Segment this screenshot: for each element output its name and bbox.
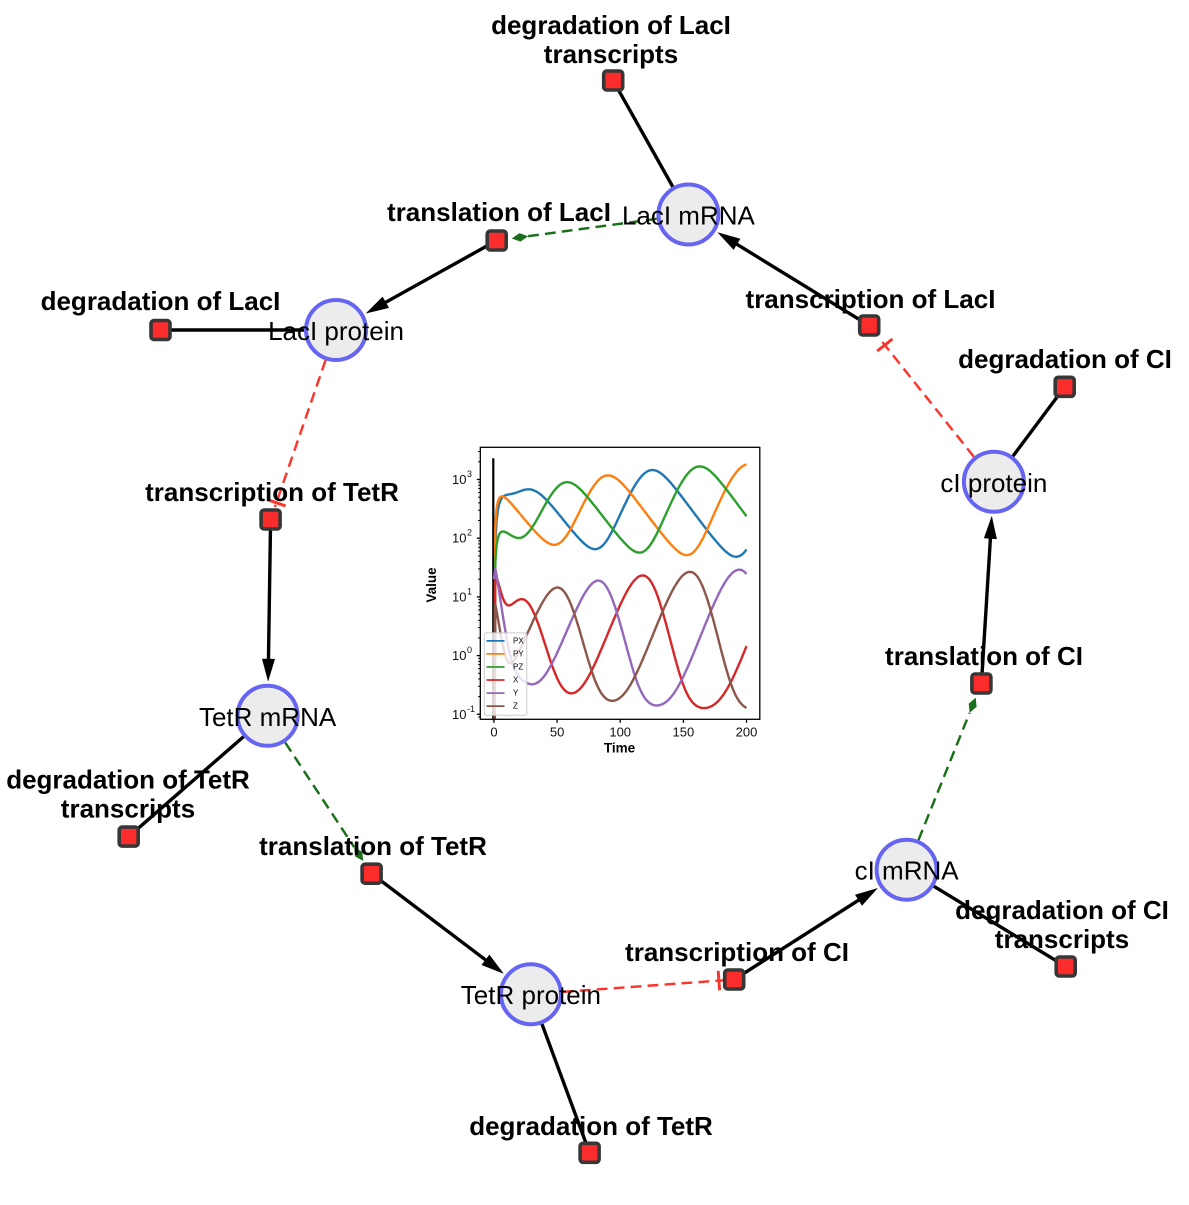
svg-text:150: 150: [673, 724, 695, 739]
svg-text:cI mRNA: cI mRNA: [855, 856, 960, 886]
svg-text:PY: PY: [513, 649, 524, 658]
svg-text:translation of TetR: translation of TetR: [259, 831, 487, 861]
svg-text:TetR mRNA: TetR mRNA: [199, 702, 337, 732]
svg-text:10: 10: [452, 531, 466, 546]
svg-text:transcripts: transcripts: [995, 924, 1129, 954]
svg-text:1: 1: [467, 586, 472, 596]
svg-text:2: 2: [467, 528, 472, 538]
svg-text:degradation of CI: degradation of CI: [958, 344, 1172, 374]
svg-text:LacI mRNA: LacI mRNA: [622, 201, 756, 231]
svg-text:degradation of TetR: degradation of TetR: [6, 765, 250, 795]
svg-text:-1: -1: [467, 704, 475, 714]
svg-text:transcripts: transcripts: [61, 794, 195, 824]
svg-text:Value: Value: [424, 567, 439, 603]
svg-text:degradation of TetR: degradation of TetR: [469, 1111, 713, 1141]
svg-text:transcripts: transcripts: [544, 39, 678, 69]
svg-text:LacI protein: LacI protein: [268, 316, 404, 346]
svg-text:10: 10: [452, 472, 466, 487]
svg-text:degradation of LacI: degradation of LacI: [41, 286, 281, 316]
svg-text:translation of CI: translation of CI: [885, 641, 1083, 671]
svg-text:transcription of TetR: transcription of TetR: [145, 477, 399, 507]
svg-text:3: 3: [467, 469, 472, 479]
svg-text:degradation of CI: degradation of CI: [955, 895, 1169, 925]
svg-text:Y: Y: [513, 689, 519, 698]
svg-text:200: 200: [736, 724, 758, 739]
svg-text:10: 10: [452, 648, 466, 663]
svg-text:50: 50: [550, 724, 564, 739]
svg-text:transcription of LacI: transcription of LacI: [746, 284, 996, 314]
svg-text:degradation of LacI: degradation of LacI: [491, 10, 731, 40]
svg-text:10: 10: [452, 707, 466, 722]
svg-text:0: 0: [467, 645, 472, 655]
svg-text:Z: Z: [513, 702, 518, 711]
svg-text:transcription of CI: transcription of CI: [625, 937, 849, 967]
svg-text:PX: PX: [513, 636, 524, 645]
svg-text:10: 10: [452, 589, 466, 604]
svg-text:Time: Time: [604, 741, 636, 756]
svg-text:TetR protein: TetR protein: [461, 980, 601, 1010]
svg-text:cI protein: cI protein: [940, 468, 1047, 498]
svg-text:PZ: PZ: [513, 663, 523, 672]
svg-text:0: 0: [490, 724, 497, 739]
svg-text:translation of LacI: translation of LacI: [387, 197, 611, 227]
svg-text:X: X: [513, 676, 519, 685]
svg-text:100: 100: [609, 724, 631, 739]
